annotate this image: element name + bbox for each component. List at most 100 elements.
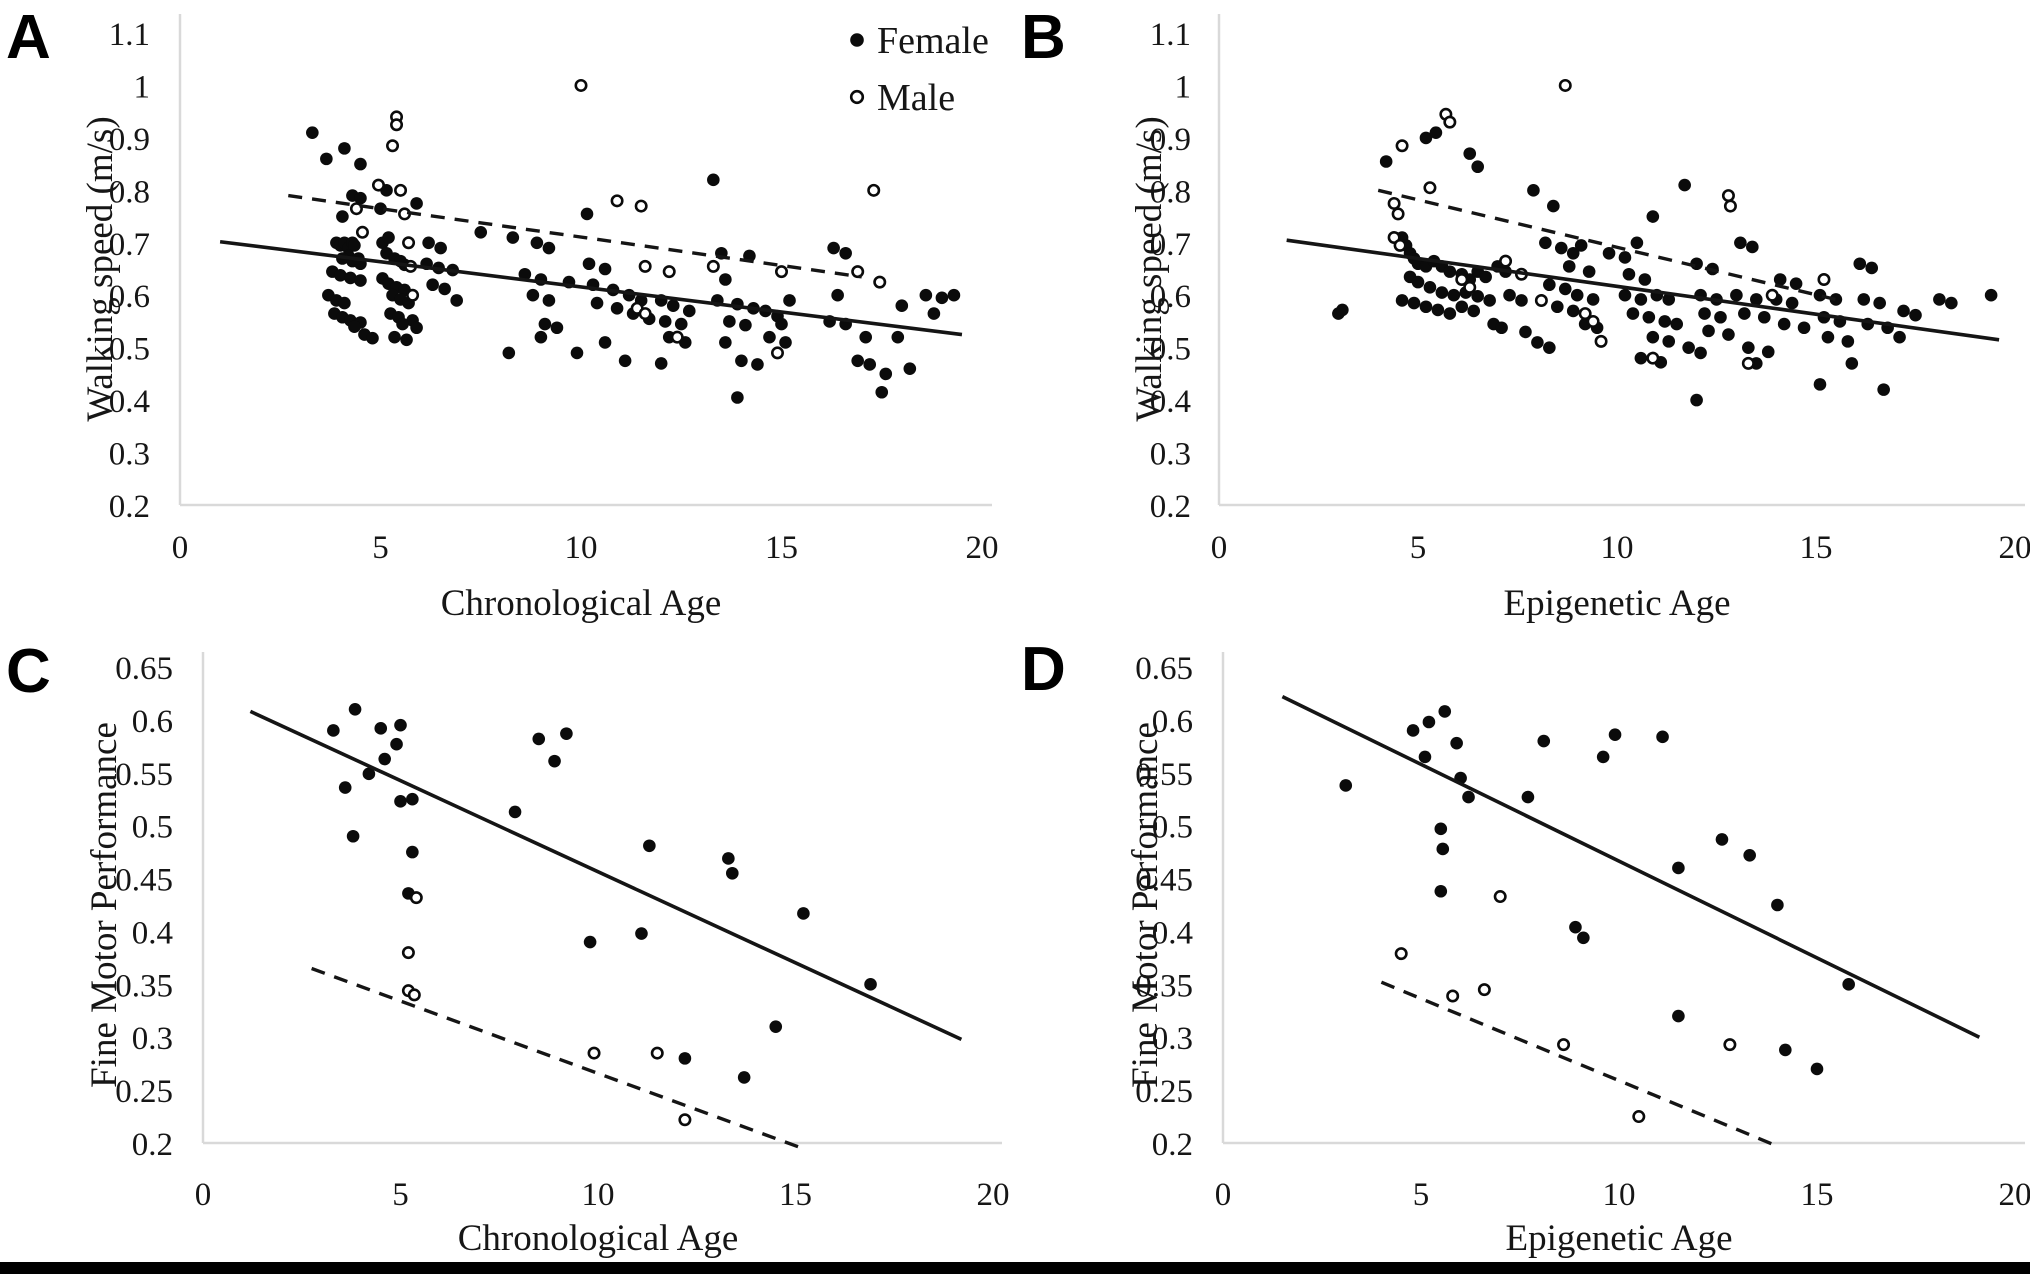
female-point xyxy=(1690,393,1703,407)
female-point xyxy=(1479,270,1492,284)
female-point xyxy=(438,282,451,296)
female-point xyxy=(863,358,877,371)
female-point xyxy=(1829,293,1843,306)
male-point xyxy=(1493,890,1507,904)
female-point xyxy=(1407,296,1421,310)
y-tick-label: 0.65 xyxy=(1135,651,1193,687)
male-point xyxy=(706,259,720,273)
female-point xyxy=(1443,265,1457,278)
female-point xyxy=(1339,779,1353,792)
x-tick-label: 10 xyxy=(1601,530,1634,566)
y-tick-label: 0.45 xyxy=(1135,863,1193,899)
female-point xyxy=(582,257,596,271)
male-point xyxy=(587,1046,601,1060)
female-point xyxy=(1462,790,1475,804)
male-point xyxy=(1499,254,1513,268)
female-point xyxy=(666,299,680,313)
panel-C-trendlines xyxy=(249,709,963,1149)
male-point xyxy=(1723,199,1737,213)
male-point xyxy=(1594,334,1608,348)
female-point xyxy=(1336,303,1349,317)
female-point xyxy=(1714,310,1727,324)
male-point xyxy=(634,199,648,213)
female-point xyxy=(1757,310,1771,324)
female-point xyxy=(320,152,333,166)
female-point xyxy=(394,795,407,808)
female-point xyxy=(1455,300,1469,314)
female-point xyxy=(327,724,340,737)
male-point xyxy=(355,225,369,239)
female-point xyxy=(1853,257,1867,271)
female-point xyxy=(1495,321,1508,335)
female-point xyxy=(598,262,612,276)
female-point xyxy=(1566,246,1580,260)
female-point xyxy=(827,241,840,255)
male-point xyxy=(1558,78,1572,92)
male-point xyxy=(1446,989,1460,1003)
female-point xyxy=(1574,239,1588,252)
female-point xyxy=(354,191,367,205)
male-point xyxy=(401,946,415,960)
legend-female-label: Female xyxy=(877,20,989,62)
female-point xyxy=(1586,293,1600,306)
female-point xyxy=(1431,303,1445,317)
female-point xyxy=(719,273,732,286)
x-tick-label: 10 xyxy=(582,1177,615,1213)
female-point xyxy=(1893,330,1906,344)
female-point xyxy=(560,727,573,740)
x-tick-label: 10 xyxy=(1603,1177,1636,1213)
male-point xyxy=(390,118,404,132)
female-point xyxy=(1746,240,1759,254)
female-point xyxy=(1622,267,1636,281)
female-trendline xyxy=(249,709,963,1041)
male-point xyxy=(406,288,420,302)
female-point xyxy=(1738,307,1751,320)
female-point xyxy=(406,845,419,859)
panel-D-trendlines xyxy=(1281,695,1981,1148)
female-point xyxy=(1471,289,1484,303)
female-point xyxy=(532,732,546,746)
female-point xyxy=(1436,842,1450,856)
panel-A-legend: Female Male xyxy=(849,20,989,119)
female-point xyxy=(723,315,736,328)
female-point xyxy=(338,296,351,310)
female-point xyxy=(1742,341,1755,354)
male-point xyxy=(770,346,784,360)
female-point xyxy=(396,317,409,331)
female-point xyxy=(406,792,419,806)
female-point xyxy=(1582,265,1596,278)
x-tick-label: 5 xyxy=(1410,530,1427,566)
female-point xyxy=(1722,328,1735,341)
panel-C-axes: 0 5 10 15 20 0.65 0.6 0.55 0.5 0.45 0.4 0.35 0.3 0.25… xyxy=(115,651,1009,1213)
female-point xyxy=(1634,293,1648,306)
female-point xyxy=(1646,210,1660,223)
female-point xyxy=(338,781,352,794)
x-tick-label: 15 xyxy=(1801,1177,1834,1213)
y-tick-label: 1 xyxy=(134,69,151,105)
male-point xyxy=(1391,207,1405,221)
male-point xyxy=(774,265,788,279)
legend-male-marker xyxy=(849,89,865,105)
panel-B-axes: 0 5 10 15 20 1.1 1 0.9 0.8 0.7 0.6 0.5 0.4 0.3 0.2 xyxy=(1150,14,2030,566)
x-tick-label: 20 xyxy=(1999,1177,2030,1213)
x-tick-label: 20 xyxy=(977,1177,1010,1213)
y-tick-label: 0.2 xyxy=(1150,489,1191,525)
female-point xyxy=(542,294,556,307)
female-point xyxy=(618,354,632,368)
male-point xyxy=(1443,115,1457,129)
female-point xyxy=(935,291,949,305)
male-point xyxy=(638,259,652,273)
female-point xyxy=(1450,736,1463,750)
male-point xyxy=(386,139,400,153)
female-point xyxy=(390,737,403,751)
female-point xyxy=(1642,310,1656,324)
female-point xyxy=(1577,931,1590,945)
female-point xyxy=(1519,325,1532,339)
female-point xyxy=(839,246,852,260)
male-trendline xyxy=(288,193,862,279)
female-point xyxy=(1527,184,1540,197)
female-trendline xyxy=(1281,695,1981,1039)
y-tick-label: 0.9 xyxy=(1150,122,1191,158)
male-trendline xyxy=(311,966,801,1149)
female-point xyxy=(769,1020,783,1033)
